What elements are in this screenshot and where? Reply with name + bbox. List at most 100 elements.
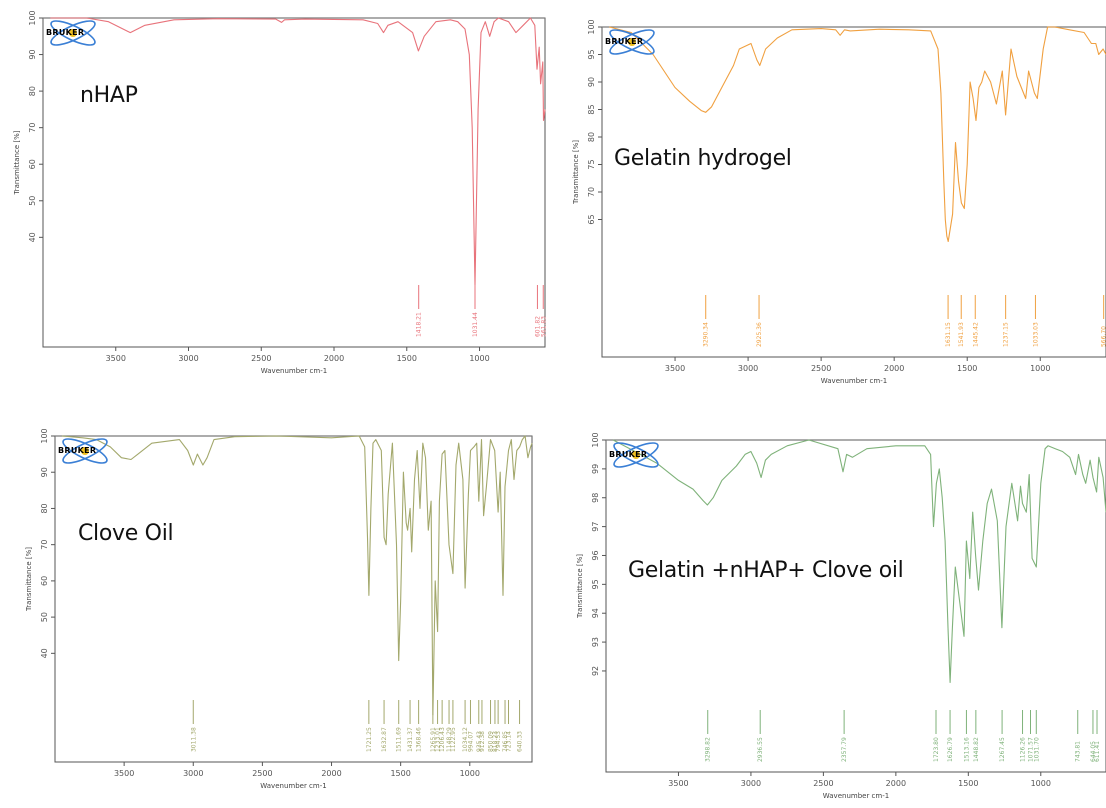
bruker-logo-icon (613, 442, 659, 468)
x-axis-label: Wavenumber cm-1 (823, 792, 889, 800)
bruker-logo-text: BRUKER (58, 446, 97, 455)
x-tick-label: 2000 (321, 769, 341, 778)
peak-label: 912.38 (479, 731, 486, 752)
spectrum-line (61, 435, 533, 716)
panel-label-combo: Gelatin +nHAP+ Clove oil (628, 558, 904, 583)
y-tick-label: 80 (40, 503, 49, 513)
peak-label: 1031.70 (1033, 737, 1040, 762)
y-tick-label: 60 (40, 576, 49, 586)
chart-gelatin: 3500 3000 2500 2000 1500 1000 65 70 75 80 85 90 95 10… (572, 19, 1106, 385)
chart-nhap: 3500 3000 2500 2000 1500 1000 40 50 60 70 80 90 100 W… (13, 10, 547, 375)
panel-combo: 3500 3000 2500 2000 1500 1000 92 93 94 95 96 97 98 99… (560, 420, 1106, 808)
y-tick-label: 98 (591, 493, 600, 503)
panel-nhap: 3500 3000 2500 2000 1500 1000 40 50 60 70 80 90 100 W… (0, 0, 550, 400)
peak-label: 1511.69 (396, 727, 403, 752)
y-tick-label: 75 (587, 159, 596, 169)
peak-label: 1368.46 (416, 727, 423, 752)
y-tick-label: 95 (587, 49, 596, 59)
spectrum-line (612, 439, 1106, 684)
peak-label: 1448.82 (973, 737, 980, 762)
peak-label: 3011.38 (190, 727, 197, 752)
y-axis-label: Transmittance [%] (572, 140, 580, 205)
y-tick-label: 95 (591, 579, 600, 589)
y-tick-label: 99 (591, 464, 600, 474)
x-tick-label: 1000 (469, 354, 489, 363)
y-tick-label: 90 (587, 77, 596, 87)
y-tick-label: 96 (591, 550, 600, 560)
bruker-logo-text: BRUKER (46, 28, 85, 37)
y-tick-label: 80 (28, 86, 37, 96)
panel-label-nhap: nHAP (80, 83, 138, 108)
chart-combo: 3500 3000 2500 2000 1500 1000 92 93 94 95 96 97 98 99… (576, 432, 1106, 800)
bruker-logo: BRUKER (44, 16, 102, 50)
x-tick-label: 3000 (183, 769, 203, 778)
x-tick-label: 1500 (397, 354, 417, 363)
spectrum-line (609, 26, 1106, 243)
panel-gelatin: 3500 3000 2500 2000 1500 1000 65 70 75 80 85 90 95 10… (560, 0, 1106, 400)
bruker-logo-icon (50, 20, 96, 46)
plot-frame (54, 435, 533, 763)
x-tick-label: 2500 (251, 354, 271, 363)
peak-label: 1126.26 (1020, 737, 1027, 762)
x-axis-label: Wavenumber cm-1 (261, 367, 327, 375)
y-axis-label: Transmittance [%] (25, 547, 33, 612)
y-tick-label: 90 (40, 467, 49, 477)
x-tick-label: 2500 (252, 769, 272, 778)
panel-label-gelatin: Gelatin hydrogel (614, 146, 792, 171)
peak-label: 743.81 (1075, 741, 1082, 762)
y-axis-label: Transmittance [%] (576, 554, 584, 619)
peak-label: 1206.43 (439, 727, 446, 752)
y-axis-label: Transmittance [%] (13, 130, 21, 195)
x-tick-label: 3500 (668, 779, 688, 788)
bruker-logo-text: BRUKER (609, 450, 648, 459)
chart-clove: 3500 3000 2500 2000 1500 1000 40 50 60 70 80 90 100 W… (25, 428, 533, 790)
peak-label: 3290.34 (703, 322, 710, 347)
peak-label: 640.33 (517, 731, 524, 752)
peak-label: 601.82 (534, 316, 541, 337)
peak-label: 1148.29 (446, 727, 453, 752)
peak-label: 1237.15 (1003, 322, 1010, 347)
x-tick-label: 2500 (813, 779, 833, 788)
peak-label: 1033.03 (1032, 322, 1039, 347)
peak-label: 746.85 (502, 731, 509, 752)
peak-label: 850.09 (488, 731, 495, 752)
x-tick-label: 1000 (1031, 779, 1051, 788)
bruker-logo: BRUKER (607, 438, 665, 472)
y-tick-label: 40 (40, 648, 49, 658)
y-tick-label: 100 (40, 428, 49, 443)
x-tick-label: 1500 (957, 364, 977, 373)
y-tick-label: 100 (28, 10, 37, 25)
y-tick-label: 70 (587, 187, 596, 197)
peak-label: 2936.55 (757, 737, 764, 762)
bruker-logo-icon (62, 438, 108, 464)
y-tick-label: 40 (28, 232, 37, 242)
x-tick-label: 2000 (324, 354, 344, 363)
y-tick-label: 93 (591, 637, 600, 647)
y-tick-label: 97 (591, 522, 600, 532)
peak-label: 794.53 (495, 731, 502, 752)
y-tick-label: 100 (587, 19, 596, 34)
peak-label: 1631.15 (945, 322, 952, 347)
y-tick-label: 50 (40, 612, 49, 622)
peak-label: 1541.93 (958, 322, 965, 347)
x-tick-label: 3500 (106, 354, 126, 363)
x-tick-label: 3500 (665, 364, 685, 373)
peak-label: 723.14 (505, 731, 512, 752)
bruker-logo-text: BRUKER (605, 37, 644, 46)
peak-label: 1626.79 (947, 737, 954, 762)
x-tick-label: 3500 (114, 769, 134, 778)
y-tick-label: 100 (591, 432, 600, 447)
peak-label: 1721.25 (366, 727, 373, 752)
y-tick-label: 92 (591, 666, 600, 676)
plot-frame (605, 439, 1106, 773)
peak-label: 1431.37 (407, 727, 414, 752)
peak-label: 2925.36 (756, 322, 763, 347)
x-tick-label: 3000 (738, 364, 758, 373)
peak-label: 1267.45 (999, 737, 1006, 762)
peak-label: 994.07 (467, 731, 474, 752)
peak-label: 935.43 (476, 731, 483, 752)
peak-label: 561.83 (540, 316, 547, 337)
peak-label: 1122.95 (450, 727, 457, 752)
peak-label: 1445.42 (972, 322, 979, 347)
panel-label-clove: Clove Oil (78, 521, 174, 546)
